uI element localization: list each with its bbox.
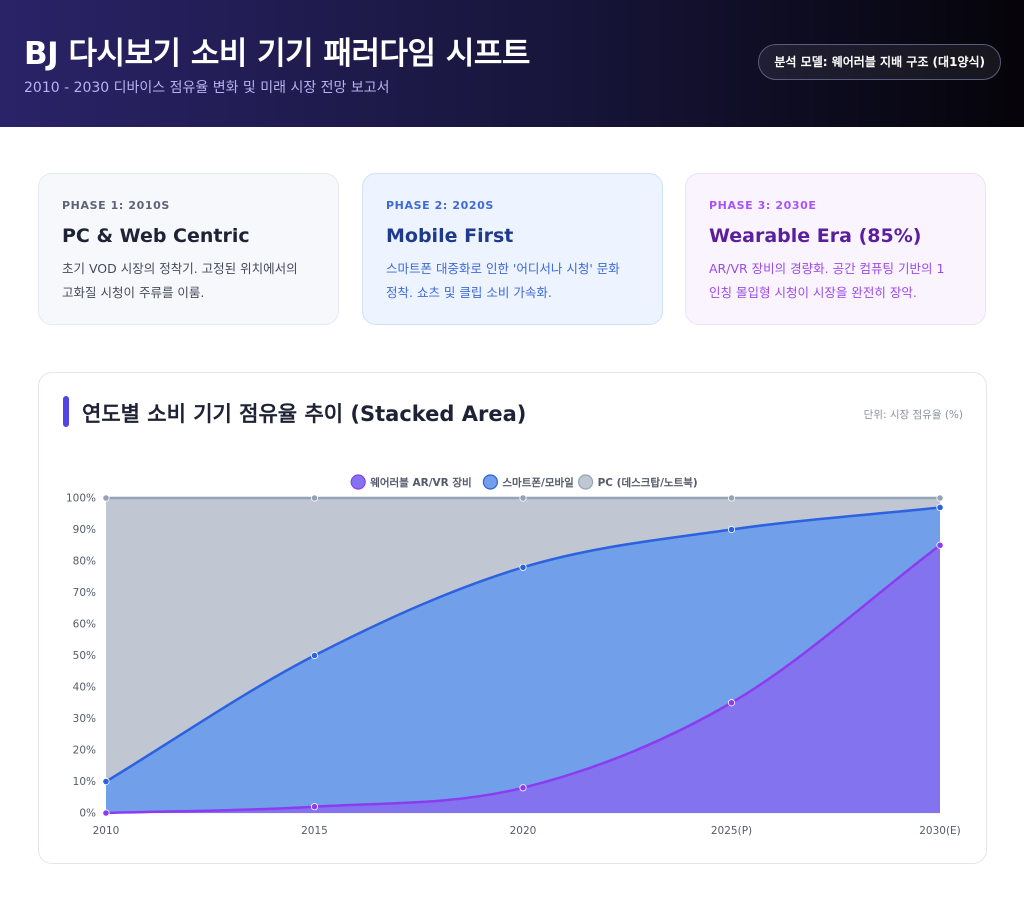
area-0: [106, 545, 940, 813]
y-tick-label: 70%: [73, 587, 96, 599]
page-title: BJ 다시보기 소비 기기 패러다임 시프트: [24, 36, 530, 72]
area-2: [106, 498, 940, 782]
phase-title: Mobile First: [386, 225, 514, 247]
data-point[interactable]: [519, 563, 527, 571]
phase-tag: PHASE 1: 2010S: [62, 199, 170, 212]
data-point[interactable]: [727, 494, 736, 502]
model-badge: 분석 모델: 웨어러블 지배 구조 (대1양식): [758, 44, 1001, 80]
phase-description-line: 초기 VOD 시장의 정착기. 고정된 위치에서의: [62, 261, 298, 276]
data-point[interactable]: [102, 494, 110, 502]
report-header: BJ 다시보기 소비 기기 패러다임 시프트 2010 - 2030 디바이스 …: [0, 0, 1024, 127]
legend-label: 웨어러블 AR/VR 장비: [370, 476, 472, 489]
unit-note: 단위: 시장 점유율 (%): [863, 409, 963, 421]
phase-description-line: 인칭 몰입형 시청이 시장을 완전히 장악.: [709, 285, 917, 300]
phase-card-2: PHASE 2: 2020S Mobile First 스마트폰 대중화로 인한…: [362, 173, 663, 325]
legend-swatch: [482, 474, 498, 490]
phase-tag: PHASE 2: 2020S: [386, 199, 494, 212]
legend-swatch: [577, 474, 594, 490]
phase-tag: PHASE 3: 2030E: [709, 199, 817, 212]
stacked-area-chart: 0% 10% 20% 30% 40% 50% 60% 70% 80% 90% 100% 2010 201…: [66, 474, 961, 837]
chart-card: 연도별 소비 기기 점유율 추이 (Stacked Area) 단위: 시장 점…: [38, 372, 987, 864]
data-point[interactable]: [310, 494, 319, 502]
data-point[interactable]: [102, 809, 110, 817]
y-tick-label: 100%: [66, 493, 96, 505]
phase-description-line: 정착. 쇼츠 및 클립 소비 가속화.: [386, 285, 552, 300]
y-tick-label: 30%: [73, 713, 96, 725]
y-tick-label: 60%: [73, 619, 96, 631]
legend: 웨어러블 AR/VR 장비 스마트폰/모바일 PC (데스크탑/노트북): [350, 474, 698, 490]
data-point[interactable]: [519, 784, 527, 792]
x-tick-label: 2030(E): [919, 825, 961, 837]
y-tick-label: 10%: [73, 776, 96, 788]
data-point[interactable]: [310, 803, 319, 811]
y-tick-label: 0%: [79, 808, 96, 820]
data-point[interactable]: [936, 503, 944, 512]
y-tick-label: 90%: [73, 524, 96, 536]
data-point[interactable]: [310, 651, 319, 660]
phase-card-3: PHASE 3: 2030E Wearable Era (85%) AR/VR …: [685, 173, 986, 325]
phase-description-line: 스마트폰 대중화로 인한 '어디서나 시청' 문화: [386, 261, 620, 276]
data-point[interactable]: [727, 699, 736, 707]
data-point[interactable]: [936, 541, 944, 549]
legend-label: 스마트폰/모바일: [502, 476, 573, 489]
data-point[interactable]: [519, 494, 527, 502]
phase-title: Wearable Era (85%): [709, 225, 922, 247]
x-tick-label: 2010: [93, 825, 120, 837]
data-point[interactable]: [102, 777, 110, 786]
data-point[interactable]: [936, 494, 944, 502]
y-tick-label: 40%: [73, 682, 96, 694]
x-tick-label: 2025(P): [711, 825, 752, 837]
area-1: [106, 507, 940, 813]
legend-swatch: [350, 474, 366, 490]
chart-title: 연도별 소비 기기 점유율 추이 (Stacked Area): [82, 402, 527, 426]
phase-description-line: AR/VR 장비의 경량화. 공간 컴퓨팅 기반의 1: [709, 261, 945, 276]
phase-description-line: 고화질 시청이 주류를 이룸.: [62, 285, 205, 300]
legend-label: PC (데스크탑/노트북): [598, 476, 698, 489]
phase-card-1: PHASE 1: 2010S PC & Web Centric 초기 VOD 시…: [38, 173, 339, 325]
y-tick-label: 80%: [73, 556, 96, 568]
data-point[interactable]: [727, 525, 736, 534]
x-tick-label: 2020: [510, 825, 537, 837]
phase-description: 스마트폰 대중화로 인한 '어디서나 시청' 문화 정착. 쇼츠 및 클립 소비…: [386, 257, 640, 305]
page-subtitle: 2010 - 2030 디바이스 점유율 변화 및 미래 시장 전망 보고서: [24, 80, 390, 96]
phase-description: 초기 VOD 시장의 정착기. 고정된 위치에서의 고화질 시청이 주류를 이룸…: [62, 257, 316, 305]
y-tick-label: 20%: [73, 745, 96, 757]
phase-title: PC & Web Centric: [62, 225, 250, 247]
series-line-0: [105, 544, 941, 815]
y-tick-label: 50%: [73, 650, 96, 662]
phase-description: AR/VR 장비의 경량화. 공간 컴퓨팅 기반의 1 인칭 몰입형 시청이 시…: [709, 257, 963, 305]
title-accent-bar: [63, 396, 69, 427]
x-tick-label: 2015: [301, 825, 328, 837]
